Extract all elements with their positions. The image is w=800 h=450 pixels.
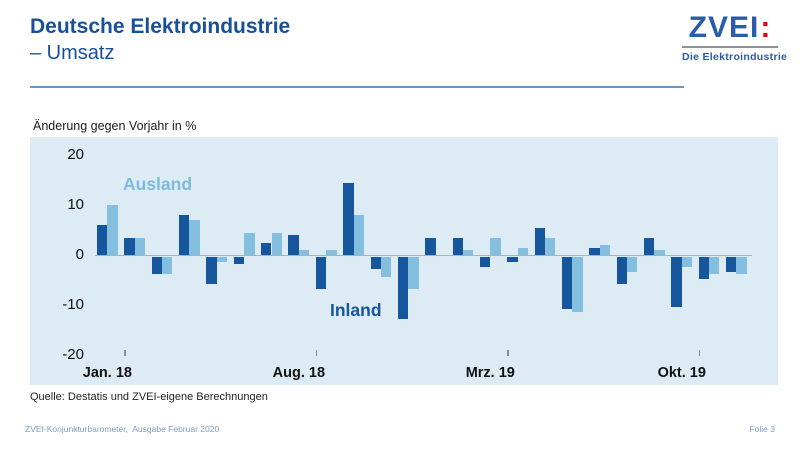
x-tick-Okt-19: Okt. 19 — [657, 365, 706, 381]
bar-ausland-Apr-19 — [517, 247, 529, 255]
bar-inland-Okt-19 — [671, 256, 682, 307]
bar-ausland-Aug-19 — [627, 256, 638, 272]
y-tick-20: 20 — [67, 146, 84, 163]
bar-ausland-Feb-19 — [462, 250, 474, 255]
x-tick-Jan-18: Jan. 18 — [82, 365, 132, 381]
bar-inland-Okt-18 — [343, 182, 354, 255]
bar-inland-Sep-19 — [644, 237, 655, 255]
zvei-wordmark: ZVEI: — [682, 12, 778, 44]
x-tickmark — [698, 350, 701, 356]
page-subtitle: – Umsatz — [30, 42, 115, 64]
source-note: Quelle: Destatis und ZVEI-eigene Berechn… — [30, 391, 268, 403]
bar-ausland-Nov-18 — [380, 256, 392, 277]
bar-inland-Sep-18 — [315, 256, 327, 289]
bar-ausland-Jan-18 — [107, 205, 118, 255]
bar-inland-Aug-19 — [616, 256, 628, 284]
page-title-block: Deutsche Elektroindustrie – Umsatz — [30, 14, 290, 66]
bar-ausland-Mrz-18 — [162, 256, 173, 274]
y-tick-0: 0 — [75, 246, 84, 263]
bar-ausland-Aug-18 — [298, 250, 310, 255]
bar-inland-Mai-18 — [206, 256, 217, 284]
bar-inland-Feb-18 — [124, 237, 135, 255]
bar-inland-Jun-18 — [233, 256, 245, 264]
bar-ausland-Sep-19 — [654, 250, 665, 255]
bar-inland-Apr-18 — [179, 215, 190, 255]
bar-ausland-Nov-19 — [709, 256, 720, 274]
zvei-colon-mark: : — [760, 11, 772, 44]
zvei-logo: ZVEI: Die Elektroindustrie — [682, 12, 788, 63]
y-tick--20: -20 — [62, 346, 84, 363]
bar-ausland-Mrz-19 — [490, 237, 501, 255]
bar-ausland-Jun-19 — [572, 256, 583, 312]
header-divider — [30, 86, 684, 88]
series-label-inland: Inland — [330, 300, 382, 320]
chart-axis-title: Änderung gegen Vorjahr in % — [33, 119, 197, 133]
x-tick-Aug-18: Aug. 18 — [272, 365, 326, 381]
y-tick-10: 10 — [67, 196, 84, 213]
bar-ausland-Jul-18 — [271, 232, 282, 255]
slide-footer: ZVEI-Konjunkturbarometer, Ausgabe Februa… — [25, 424, 775, 434]
bar-ausland-Dez-18 — [408, 256, 419, 289]
bar-inland-Feb-19 — [452, 237, 463, 255]
bar-inland-Apr-19 — [507, 256, 518, 262]
bar-ausland-Okt-18 — [353, 215, 364, 255]
bar-inland-Nov-18 — [370, 256, 381, 269]
bar-ausland-Jul-19 — [599, 245, 611, 255]
logo-divider — [682, 46, 778, 48]
x-tick-Mrz-19: Mrz. 19 — [465, 365, 515, 381]
chart-panel: 20 10 0 -10 -20 Ausland Inland Jan. 18 Aug. 1… — [30, 137, 778, 385]
series-label-ausland: Ausland — [123, 174, 193, 194]
bar-inland-Jan-19 — [425, 237, 436, 255]
bar-ausland-Dez-19 — [736, 256, 747, 274]
bar-inland-Nov-19 — [698, 256, 710, 279]
bar-ausland-Mai-19 — [545, 237, 556, 255]
bar-inland-Mrz-18 — [151, 256, 163, 274]
bar-ausland-Okt-19 — [681, 256, 693, 267]
bar-inland-Mrz-19 — [479, 256, 491, 267]
x-tickmark — [315, 350, 318, 356]
zvei-wordmark-text: ZVEI — [688, 11, 760, 44]
bar-ausland-Mai-18 — [216, 256, 228, 262]
logo-subtitle: Die Elektroindustrie — [682, 51, 788, 63]
x-tickmark — [507, 350, 509, 356]
y-tick--10: -10 — [62, 296, 84, 313]
bar-ausland-Sep-18 — [326, 250, 337, 255]
bar-inland-Jul-18 — [261, 242, 272, 255]
bar-ausland-Jun-18 — [244, 232, 255, 255]
bar-ausland-Apr-18 — [189, 220, 200, 255]
x-tickmark — [124, 350, 126, 356]
bar-inland-Dez-19 — [726, 256, 737, 272]
bar-ausland-Feb-18 — [134, 237, 146, 255]
zero-axis-line — [95, 254, 752, 256]
bar-inland-Mai-19 — [534, 227, 545, 255]
footer-left: ZVEI-Konjunkturbarometer, Ausgabe Februa… — [25, 424, 220, 434]
bar-inland-Jan-18 — [97, 225, 108, 255]
bar-inland-Aug-18 — [288, 235, 299, 255]
bar-inland-Jun-19 — [561, 256, 573, 309]
bar-inland-Jul-19 — [589, 247, 600, 255]
bar-inland-Dez-18 — [397, 256, 409, 319]
page-title: Deutsche Elektroindustrie — [30, 15, 291, 38]
footer-right: Folie 3 — [749, 424, 775, 434]
